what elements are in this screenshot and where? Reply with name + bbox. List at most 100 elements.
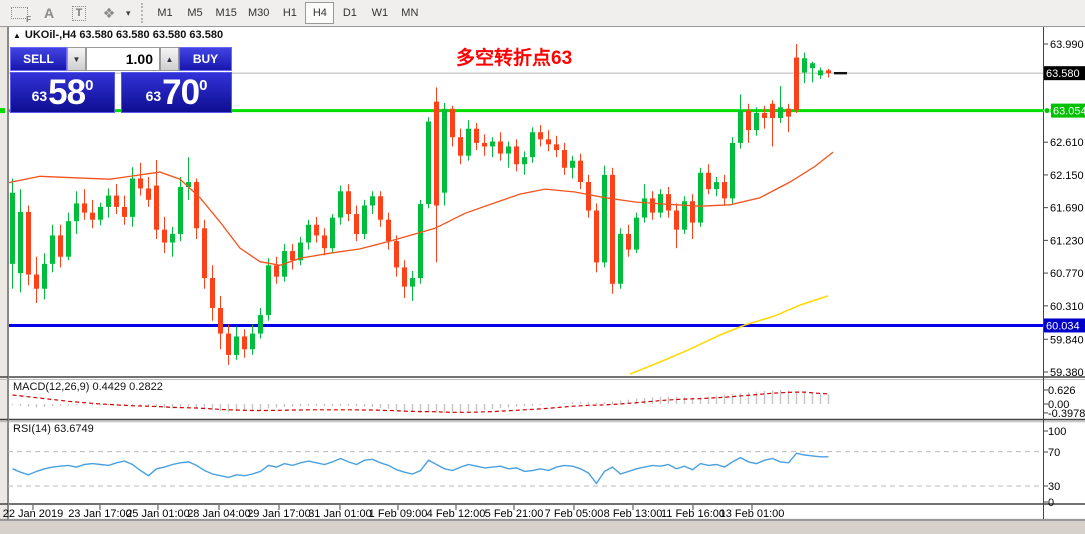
candle (426, 121, 431, 205)
candle (578, 160, 583, 183)
time-tick-label: 25 Jan 01:00 (126, 508, 190, 520)
candle (210, 278, 215, 308)
text-label-icon[interactable]: A (43, 5, 55, 21)
candle (450, 108, 455, 138)
timeframe-M5[interactable]: M5 (181, 2, 210, 24)
shapes-tool-icon[interactable]: ❖ (102, 4, 116, 21)
candle (82, 203, 87, 213)
rsi-tick-label: 30 (1048, 481, 1060, 493)
price-badge-label: 63.054 (1053, 106, 1085, 118)
candle (570, 160, 575, 168)
candle (762, 113, 767, 118)
candle (626, 233, 631, 250)
candle (202, 228, 207, 279)
candle (314, 224, 319, 236)
candle (514, 146, 519, 165)
candle (690, 201, 695, 223)
volume-dropdown-button[interactable]: ▼ (67, 47, 86, 71)
candle (58, 235, 63, 257)
hline-handle-icon[interactable] (1043, 107, 1051, 115)
candle (410, 278, 415, 287)
candle (122, 206, 127, 217)
time-tick-label: 1 Feb 09:00 (369, 508, 428, 520)
left-panel-strip (0, 27, 8, 520)
candle (498, 141, 503, 154)
time-tick-label: 28 Jan 04:00 (187, 508, 251, 520)
timeframe-M15[interactable]: M15 (211, 2, 242, 24)
timeframe-M1[interactable]: M1 (151, 2, 180, 24)
candle (554, 144, 559, 151)
candle (362, 205, 367, 234)
candle (730, 142, 735, 199)
time-tick-label: 11 Feb 16:00 (661, 508, 725, 520)
volume-input[interactable]: 1.00 (86, 47, 160, 71)
volume-increment-button[interactable]: ▲ (160, 47, 179, 71)
timeframe-MN[interactable]: MN (395, 2, 424, 24)
candle (506, 146, 511, 154)
candle (650, 198, 655, 213)
candle (90, 212, 95, 220)
one-click-trade-panel: SELL ▼ 1.00 ▲ BUY 63 58 0 63 70 0 (10, 47, 232, 113)
candle (634, 217, 639, 250)
timeframe-W1[interactable]: W1 (365, 2, 394, 24)
candle (10, 192, 15, 264)
candle (770, 103, 775, 118)
chart-annotation-text[interactable]: 多空转折点63 (456, 48, 573, 69)
candle (146, 188, 151, 200)
sell-price-button[interactable]: 63 58 0 (10, 72, 115, 113)
toolbar-separator (140, 3, 143, 23)
candle (458, 137, 463, 156)
symbol-quote-text: UKOil-,H4 63.580 63.580 63.580 63.580 (24, 29, 224, 41)
timeframe-H4[interactable]: H4 (305, 2, 335, 24)
candle (466, 128, 471, 156)
fibo-grid-icon[interactable]: F (6, 3, 32, 24)
sell-price-big: 58 (48, 73, 86, 113)
time-tick-label: 29 Jan 17:00 (247, 508, 311, 520)
buy-price-sup: 0 (199, 77, 208, 94)
price-badge (1044, 66, 1085, 81)
candle (546, 139, 551, 145)
price-tick-label: 62.610 (1050, 137, 1084, 149)
timeframe-M30[interactable]: M30 (243, 2, 274, 24)
time-tick-label: 5 Feb 21:00 (485, 508, 544, 520)
candle (194, 182, 199, 229)
buy-price-big: 70 (162, 73, 200, 113)
timeframe-H1[interactable]: H1 (275, 2, 304, 24)
buy-price-button[interactable]: 63 70 0 (121, 72, 232, 113)
candle (794, 57, 799, 111)
timeframe-D1[interactable]: D1 (335, 2, 364, 24)
candle (346, 191, 351, 215)
sell-button[interactable]: SELL (10, 47, 67, 71)
ma-red-line (7, 151, 834, 266)
candle (322, 235, 327, 249)
candle (106, 195, 111, 207)
candle (298, 242, 303, 261)
candle (66, 221, 71, 257)
candle (722, 182, 727, 199)
rsi-tick-label: 100 (1048, 426, 1066, 438)
macd-signal-line (12, 391, 829, 413)
candle (354, 214, 359, 234)
candle (810, 63, 815, 69)
candle (746, 110, 751, 131)
collapse-arrow-icon[interactable]: ▲ (13, 31, 21, 40)
price-tick-label: 61.690 (1050, 203, 1084, 215)
price-badge-label: 60.034 (1046, 320, 1080, 332)
price-tick-label: 61.230 (1050, 235, 1084, 247)
buy-button[interactable]: BUY (179, 47, 232, 71)
timeframe-buttons: M1 M5 M15 M30 H1 H4 D1 W1 MN (151, 2, 426, 24)
drawing-tools: F A T ❖ (6, 3, 126, 24)
candle (42, 263, 47, 289)
text-tool-icon[interactable]: T (66, 3, 92, 24)
candle (26, 211, 31, 275)
time-tick-label: 4 Feb 12:00 (427, 508, 486, 520)
price-tick-label: 59.380 (1050, 367, 1084, 379)
chevron-down-icon[interactable]: ▾ (126, 7, 131, 18)
candle (130, 178, 135, 217)
macd-tick-label: 0.626 (1048, 385, 1076, 397)
candle (394, 241, 399, 268)
macd-tick-label: -0.3978 (1048, 408, 1085, 420)
candle (234, 336, 239, 355)
candle (778, 107, 783, 118)
